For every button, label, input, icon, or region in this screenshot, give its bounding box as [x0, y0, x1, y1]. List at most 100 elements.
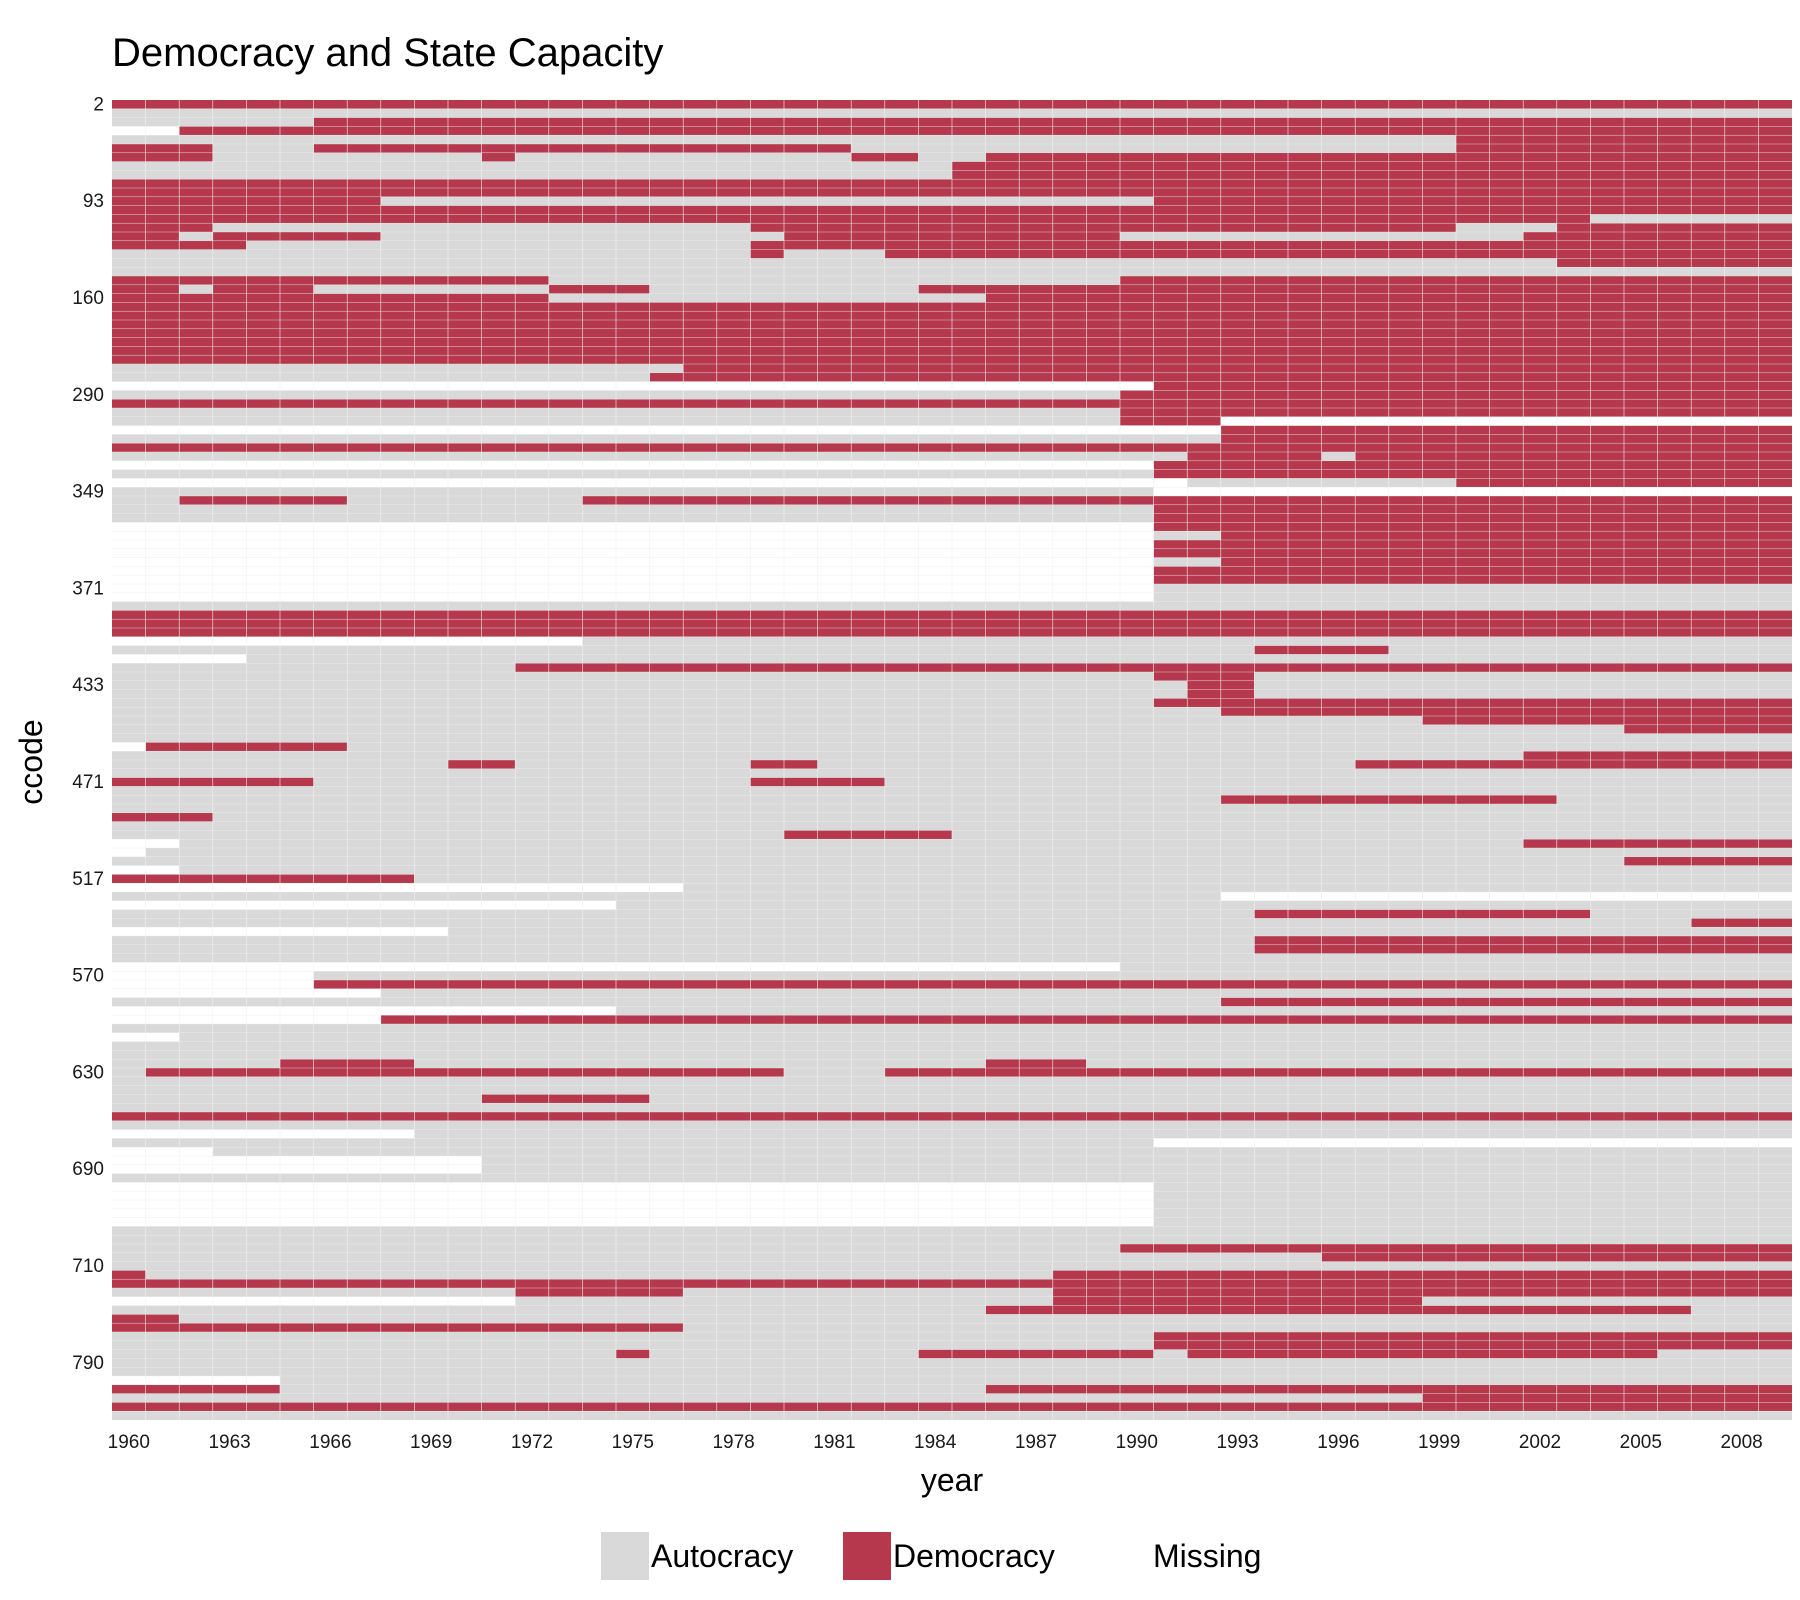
heatmap-cell-run — [112, 856, 1624, 866]
heatmap-cell-run — [112, 575, 1154, 584]
heatmap-cell-run — [884, 249, 1792, 259]
x-axis: 1960 1963 1966 1969 1972 1975 1978 1981 1984 1987… — [108, 1432, 1763, 1453]
heatmap-cell-run — [179, 284, 213, 294]
heatmap-cell-run — [112, 601, 1154, 611]
heatmap-cell-run — [1153, 1349, 1188, 1359]
heatmap-cell-run — [1153, 487, 1792, 496]
heatmap-cell-run — [1052, 1296, 1423, 1306]
heatmap-cell-run — [1422, 1393, 1792, 1403]
y-tick-label: 570 — [72, 966, 104, 987]
heatmap-cell-run — [112, 592, 1154, 602]
y-axis: 2 93 160 290 349 371 433 471 517 570 630 690 710 790 — [72, 94, 104, 1373]
heatmap-cell-run — [112, 135, 213, 144]
heatmap-cell-run — [884, 1068, 1792, 1077]
heatmap-cell-run — [683, 883, 1793, 892]
heatmap-cell-run — [1355, 452, 1792, 461]
heatmap-cell-run — [112, 900, 616, 910]
heatmap-cell-run — [1153, 698, 1792, 708]
heatmap-cell-run — [1556, 258, 1792, 268]
heatmap-cell-run — [112, 557, 1154, 567]
heatmap-cell-run — [1153, 196, 1792, 206]
heatmap-cell-run — [112, 1349, 616, 1359]
heatmap-cell-run — [1220, 557, 1792, 567]
heatmap-cell-run — [145, 848, 1793, 857]
chart-title: Democracy and State Capacity — [112, 31, 663, 75]
heatmap-cell-run — [1556, 795, 1792, 804]
heatmap-cell-run — [112, 1006, 616, 1016]
heatmap-cell-run — [112, 707, 1221, 716]
heatmap-cell-run — [112, 144, 213, 153]
heatmap-cell-run — [683, 364, 1793, 373]
heatmap-cell-run — [481, 1156, 1793, 1165]
heatmap-cell-run — [1153, 548, 1792, 558]
heatmap-cell-run — [112, 513, 1154, 523]
heatmap-cell-run — [683, 1288, 1053, 1297]
heatmap-cell-run — [112, 249, 751, 259]
heatmap-cell-run — [1153, 513, 1792, 523]
heatmap-cell-run — [515, 1288, 684, 1297]
heatmap-cell-run — [1086, 399, 1792, 408]
heatmap-cell-run — [112, 1323, 684, 1332]
heatmap-cell-run — [112, 997, 1221, 1007]
heatmap-cell-run — [112, 1094, 482, 1104]
heatmap-cell-run — [1691, 1305, 1792, 1315]
legend: Autocracy Democracy Missing — [601, 1532, 1261, 1580]
heatmap-cell-run — [112, 223, 213, 232]
heatmap-cell-run — [112, 487, 1154, 496]
heatmap-cell-run — [1321, 452, 1356, 461]
heatmap-cell-run — [112, 504, 1154, 514]
heatmap-cell-run — [414, 1059, 986, 1068]
heatmap-cell-run — [112, 1393, 1423, 1403]
legend-swatch-autocracy — [601, 1532, 649, 1580]
heatmap-cell-run — [1153, 575, 1255, 584]
heatmap-cell-run — [212, 144, 314, 153]
heatmap-cell-run — [1153, 1182, 1792, 1192]
heatmap-cell-run — [112, 1068, 146, 1077]
y-tick-label: 433 — [72, 675, 104, 696]
heatmap-cell-run — [112, 883, 684, 892]
heatmap-cell-run — [985, 1059, 1087, 1068]
heatmap-cell-run — [112, 1129, 415, 1139]
heatmap-cell-run — [1153, 1340, 1255, 1350]
heatmap-cell-run — [112, 716, 1423, 725]
y-tick-label: 290 — [72, 385, 104, 406]
heatmap-cell-run — [481, 1164, 1793, 1174]
heatmap-cell-run — [112, 1340, 1154, 1350]
heatmap-cell-run — [1153, 1208, 1792, 1218]
heatmap-cell-run — [1153, 584, 1792, 593]
heatmap-cell-run — [179, 232, 213, 241]
y-axis-label: ccode — [13, 719, 49, 804]
heatmap-cell-run — [1422, 540, 1792, 549]
x-tick-label: 1963 — [208, 1432, 250, 1453]
heatmap-cell-run — [750, 223, 784, 232]
legend-label-democracy: Democracy — [893, 1538, 1055, 1574]
heatmap-cell-run — [112, 460, 1154, 470]
y-tick-label: 349 — [72, 482, 104, 503]
heatmap-cell-run — [313, 777, 751, 787]
heatmap-cell-run — [515, 760, 751, 769]
heatmap-cell-run — [1422, 716, 1792, 725]
heatmap-cell-run — [212, 1147, 1792, 1156]
heatmap-cell-run — [145, 1068, 785, 1077]
heatmap-cell-run — [1153, 381, 1792, 391]
heatmap-cell-run — [1153, 1332, 1524, 1341]
heatmap-cell-run — [548, 284, 650, 294]
heatmap-cell-run — [112, 469, 1154, 479]
heatmap-cell-run — [1254, 1340, 1759, 1350]
y-tick-label: 517 — [72, 869, 104, 890]
heatmap-cell-run — [212, 284, 314, 294]
heatmap-cell-run — [1153, 592, 1792, 602]
legend-swatch-missing — [1103, 1532, 1151, 1580]
heatmap-cell-run — [1153, 469, 1792, 479]
heatmap-cell-run — [750, 249, 784, 259]
heatmap-cell-run — [246, 240, 751, 250]
heatmap-cell-run — [1758, 1340, 1792, 1350]
heatmap-cell-run — [1220, 434, 1792, 444]
heatmap-cell-run — [1220, 416, 1792, 426]
y-tick-label: 790 — [72, 1353, 104, 1374]
heatmap-cell-run — [952, 830, 1792, 840]
heatmap-cell-run — [985, 1305, 1692, 1315]
heatmap-cell-run — [112, 1147, 213, 1156]
x-tick-label: 1960 — [108, 1432, 150, 1453]
